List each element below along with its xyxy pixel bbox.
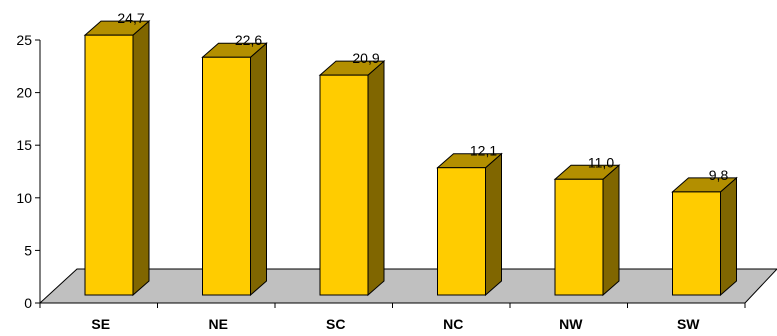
y-tick-label: 15 (16, 137, 32, 153)
data-label: 9,8 (709, 167, 729, 183)
data-labels: 24,7 22,6 20,9 12,1 11,0 9,8 (117, 10, 728, 183)
bar-side (720, 176, 737, 297)
bar (437, 167, 486, 296)
category-label: NE (209, 316, 228, 332)
bar (672, 191, 721, 296)
category-label: SC (326, 316, 345, 332)
bar-side (367, 60, 385, 297)
y-tick-label: 0 (24, 295, 32, 311)
bar (319, 74, 369, 296)
data-label: 12,1 (470, 143, 497, 159)
data-label: 11,0 (588, 154, 614, 170)
data-label: 20,9 (352, 50, 379, 66)
category-label: SW (677, 316, 700, 332)
data-label: 22,6 (235, 32, 262, 48)
y-tick-label: 25 (16, 32, 32, 48)
category-axis: SE NE SC NC NW SW (91, 316, 700, 332)
bars (83, 20, 738, 297)
chart-floor (38, 268, 777, 304)
value-axis: 0 5 10 15 20 25 (16, 32, 746, 311)
category-label: SE (91, 316, 110, 332)
bar-side (602, 164, 620, 297)
y-tick-label: 20 (16, 85, 32, 101)
floor-plane (38, 268, 777, 304)
category-label: NW (559, 316, 583, 332)
data-label: 24,7 (117, 10, 144, 26)
bar (84, 34, 134, 296)
bar-side (132, 20, 150, 297)
bar-side (250, 42, 267, 297)
y-tick-label: 5 (24, 242, 32, 258)
bar (554, 178, 604, 296)
bar (202, 56, 251, 296)
category-label: NC (443, 316, 463, 332)
y-tick-label: 10 (16, 190, 32, 206)
bar-side (485, 152, 502, 297)
